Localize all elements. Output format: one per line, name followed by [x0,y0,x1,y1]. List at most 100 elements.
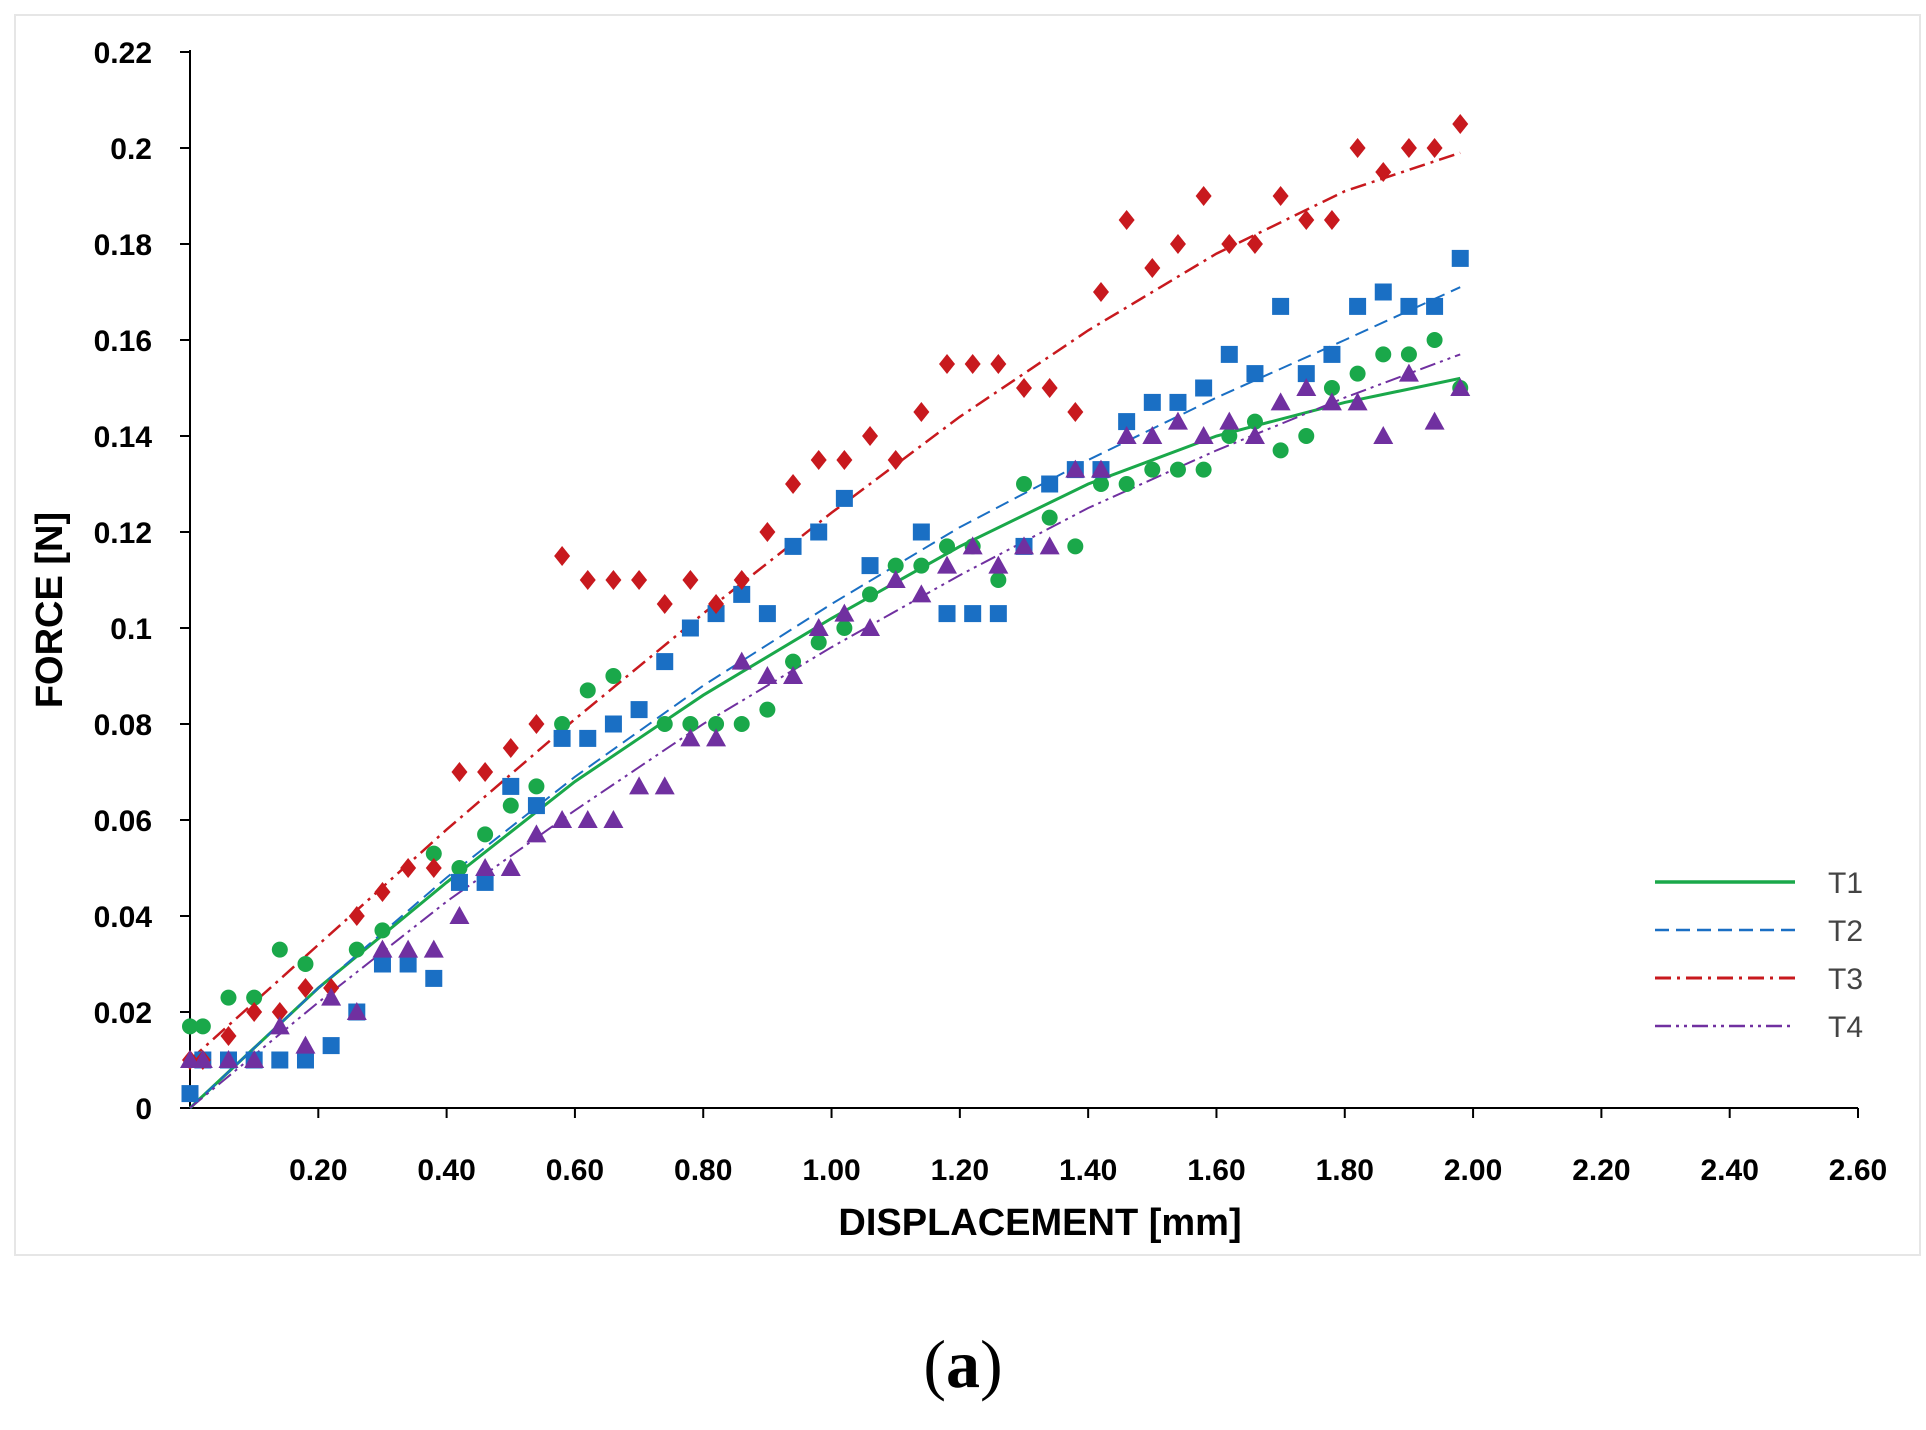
t2-point [989,605,1007,623]
t1-point [1092,476,1109,492]
chart-border [14,14,1921,1256]
t3-point [451,762,468,782]
t3-point [605,570,622,590]
t4-point [1450,378,1471,396]
y-tick-label: 0.02 [94,997,152,1030]
t4-point [180,1050,200,1068]
y-tick-label: 0.12 [94,517,152,550]
t3-point [374,882,391,902]
t1-point [528,778,545,795]
t4-point [731,651,752,670]
t2-point [181,1085,199,1103]
x-tick-label: 1.80 [1316,1154,1374,1187]
t3-point [220,1026,237,1046]
t2-point [1220,345,1238,363]
t4-point [783,666,804,684]
t3-point [554,546,571,566]
t2-point [1400,297,1418,315]
t1-point [1375,346,1392,363]
t1-point [1195,461,1212,478]
t4-point [218,1050,239,1068]
t4-point [269,1016,290,1035]
legend-t4-label: T4 [1828,1011,1863,1044]
x-tick-label: 1.60 [1187,1154,1245,1187]
t3-point [297,978,314,998]
t3-point [887,450,904,470]
t1-point [374,922,391,939]
t4-point [757,666,778,684]
t1-point [348,941,365,958]
panel-label-open: ( [923,1326,946,1402]
y-tick-label: 0.22 [94,37,152,70]
t2-point [604,715,622,733]
t1-point [502,797,519,814]
t4-point [911,584,932,603]
t1-point [425,845,442,862]
t4-point [1039,536,1060,555]
t1-point [297,956,314,972]
t3-point [836,450,853,470]
t1-point [579,682,596,699]
t1-point [1067,538,1084,555]
t4-point [1142,426,1163,444]
axes: 00.020.040.060.080.10.120.140.160.180.20… [94,37,1888,1187]
t1-point [1400,346,1417,363]
t3-point [1246,234,1263,254]
t2-point [912,523,930,541]
panel-label: (a) [0,1325,1926,1404]
t1-point [605,668,622,684]
t3-point [1144,258,1161,278]
data-points [180,114,1471,1103]
t4-point [1347,392,1368,411]
legend: T1 T2 T3 T4 [1655,867,1863,1044]
t2-point [861,557,879,575]
t1-point [1041,509,1058,526]
t1-point [862,586,879,603]
t3-point [477,762,494,782]
x-tick-label: 0.60 [546,1154,604,1187]
t3-point [425,858,442,878]
t2-point [1349,297,1367,315]
t3-point [1426,138,1443,158]
t1-point [194,1018,211,1035]
t2-point [296,1051,314,1069]
x-tick-label: 2.00 [1444,1154,1502,1187]
t4-point [1193,426,1214,444]
t3-point [759,522,776,542]
t3-point [990,354,1007,374]
t2-point [681,619,699,637]
t4-point [937,555,958,574]
x-tick-label: 2.20 [1572,1154,1630,1187]
t1-point [477,826,494,843]
t3-point [246,1002,263,1022]
y-tick-label: 0.04 [94,901,153,934]
t2-point [1272,297,1290,315]
t1-point [271,941,288,958]
t4-point [1065,459,1086,478]
t3-point [1272,186,1289,206]
t2-point [964,605,982,623]
t2-point [1323,345,1341,363]
t4-point [1167,411,1188,430]
t4-point [629,776,650,795]
panel-label-letter: a [946,1326,980,1402]
t1-point [939,538,956,555]
t4-point [372,939,393,958]
t3-point [400,858,417,878]
t4-point [808,618,829,636]
t3-point [348,906,365,926]
t4-point [244,1050,265,1068]
t3-point [1016,378,1032,398]
y-axis-title: FORCE [N] [29,512,71,708]
t2-point [373,955,391,973]
t2-point [835,489,853,507]
t4-point [398,939,419,958]
t4-point [423,939,444,958]
t3-point [631,570,648,590]
t4-point [295,1035,316,1054]
t3-point [1092,282,1109,302]
t3-point [528,714,545,734]
x-axis-title: DISPLACEMENT [mm] [838,1202,1241,1244]
t3-point [1169,234,1186,254]
t1-point [656,716,673,732]
